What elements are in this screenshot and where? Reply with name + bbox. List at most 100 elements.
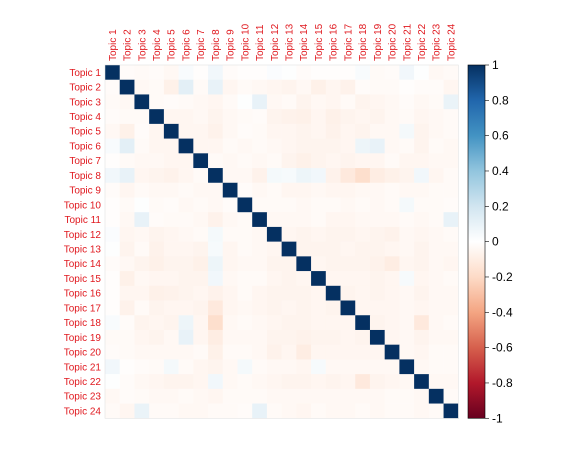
- heatmap-cell: [178, 359, 194, 375]
- heatmap-cell: [325, 65, 341, 81]
- heatmap-cell: [193, 123, 209, 139]
- heatmap-cell: [193, 168, 209, 184]
- heatmap-cell: [325, 256, 341, 272]
- heatmap-cell: [296, 315, 312, 331]
- heatmap-cell: [163, 212, 179, 228]
- heatmap-cell: [119, 79, 135, 95]
- heatmap-cell: [443, 403, 459, 419]
- heatmap-cell: [428, 109, 444, 125]
- heatmap-cell: [222, 374, 238, 390]
- heatmap-cell: [105, 212, 121, 228]
- heatmap-cell: [252, 241, 268, 257]
- heatmap-cell: [237, 329, 253, 345]
- heatmap-cell: [340, 197, 356, 213]
- heatmap-cell: [193, 212, 209, 228]
- heatmap-cell: [369, 226, 385, 242]
- heatmap-cell: [237, 168, 253, 184]
- heatmap-cell: [266, 403, 282, 419]
- heatmap-cell: [237, 300, 253, 316]
- heatmap-cell: [178, 329, 194, 345]
- heatmap-cell: [325, 153, 341, 169]
- heatmap-cell: [384, 226, 400, 242]
- heatmap-cell: [163, 388, 179, 404]
- heatmap-cell: [266, 94, 282, 110]
- heatmap-cell: [105, 329, 121, 345]
- heatmap-cell: [163, 94, 179, 110]
- heatmap-cell: [237, 197, 253, 213]
- heatmap-cell: [399, 226, 415, 242]
- heatmap-cell: [163, 344, 179, 360]
- heatmap-cell: [311, 226, 327, 242]
- heatmap-cell: [119, 123, 135, 139]
- heatmap-cell: [296, 285, 312, 301]
- heatmap-cell: [105, 271, 121, 287]
- heatmap-cell: [369, 197, 385, 213]
- heatmap-cell: [325, 138, 341, 154]
- heatmap-cell: [399, 138, 415, 154]
- heatmap-cell: [105, 374, 121, 390]
- heatmap-cell: [311, 256, 327, 272]
- heatmap-cell: [119, 374, 135, 390]
- heatmap-cell: [119, 212, 135, 228]
- heatmap-cell: [296, 374, 312, 390]
- heatmap-cell: [428, 359, 444, 375]
- column-label: Topic 15: [314, 23, 325, 61]
- heatmap-cell: [340, 94, 356, 110]
- heatmap-cell: [281, 256, 297, 272]
- heatmap-cell: [281, 285, 297, 301]
- heatmap-cell: [369, 94, 385, 110]
- heatmap-cell: [325, 168, 341, 184]
- heatmap-cell: [178, 344, 194, 360]
- heatmap-cell: [443, 359, 459, 375]
- heatmap-cell: [325, 212, 341, 228]
- heatmap-cell: [237, 403, 253, 419]
- heatmap-cell: [193, 374, 209, 390]
- heatmap-cell: [193, 344, 209, 360]
- column-label: Topic 24: [446, 23, 457, 61]
- heatmap-cell: [369, 344, 385, 360]
- heatmap-cell: [178, 315, 194, 331]
- heatmap-cell: [296, 197, 312, 213]
- heatmap-cell: [355, 271, 371, 287]
- heatmap-cell: [296, 256, 312, 272]
- heatmap-cell: [193, 300, 209, 316]
- heatmap-cell: [266, 123, 282, 139]
- heatmap-cell: [355, 65, 371, 81]
- heatmap-cell: [281, 300, 297, 316]
- heatmap-cell: [252, 315, 268, 331]
- heatmap-cell: [134, 315, 150, 331]
- heatmap-cell: [134, 212, 150, 228]
- heatmap-cell: [193, 226, 209, 242]
- heatmap-cell: [149, 344, 165, 360]
- heatmap-cell: [178, 65, 194, 81]
- heatmap-cell: [384, 388, 400, 404]
- legend-color-bar: [467, 64, 486, 419]
- heatmap-cell: [163, 197, 179, 213]
- heatmap-cell: [399, 65, 415, 81]
- heatmap-cell: [163, 241, 179, 257]
- heatmap-cell: [119, 226, 135, 242]
- heatmap-cell: [105, 94, 121, 110]
- legend-tick-label: -1: [492, 411, 503, 425]
- heatmap-cell: [311, 168, 327, 184]
- heatmap-cell: [369, 241, 385, 257]
- heatmap-cell: [266, 329, 282, 345]
- heatmap-cell: [266, 212, 282, 228]
- heatmap-cell: [178, 241, 194, 257]
- heatmap-cell: [414, 123, 430, 139]
- heatmap-cell: [119, 65, 135, 81]
- heatmap-cell: [384, 315, 400, 331]
- row-label: Topic 17: [64, 303, 102, 314]
- heatmap-cell: [266, 109, 282, 125]
- row-labels: Topic 1 Topic 2 Topic 3 Topic 4 Topic 5 Topic…: [64, 68, 102, 418]
- heatmap-cell: [384, 153, 400, 169]
- heatmap-cell: [325, 197, 341, 213]
- heatmap-cell: [222, 138, 238, 154]
- heatmap-cell: [237, 138, 253, 154]
- heatmap-cell: [163, 403, 179, 419]
- heatmap-cell: [428, 271, 444, 287]
- heatmap-cell: [134, 65, 150, 81]
- heatmap-cell: [178, 153, 194, 169]
- heatmap-cell: [178, 256, 194, 272]
